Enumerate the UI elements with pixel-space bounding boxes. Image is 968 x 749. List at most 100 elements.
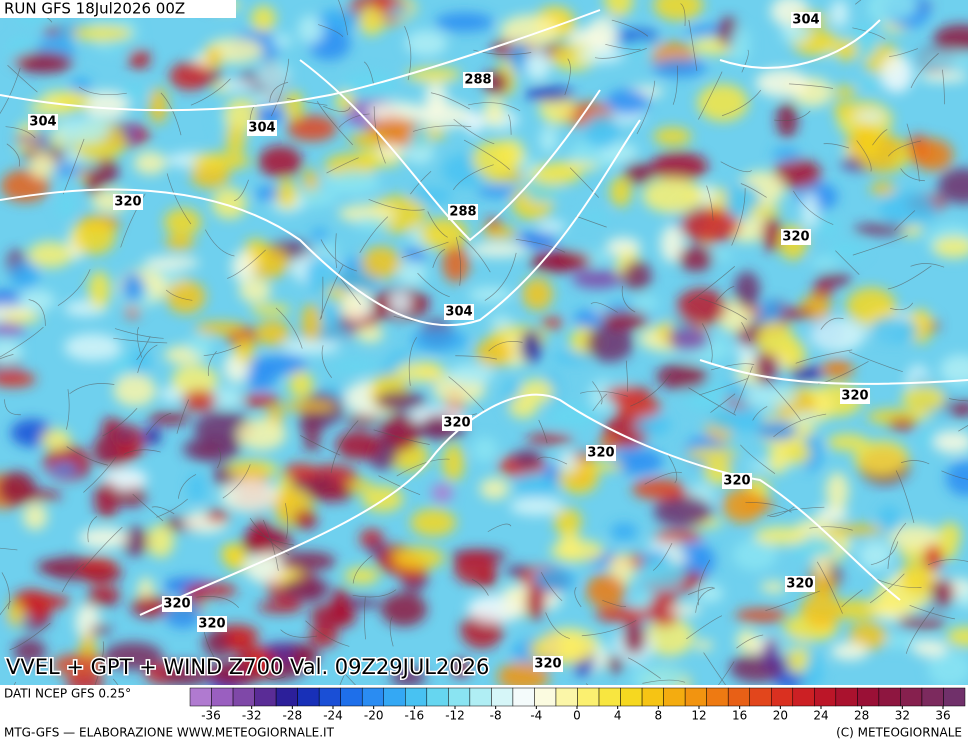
vvel-blob [656, 363, 709, 390]
colorbar-tick-label: 16 [732, 709, 747, 723]
streamline [0, 354, 14, 360]
colorbar-cell [232, 687, 255, 707]
streamline [123, 449, 161, 455]
streamline [581, 620, 637, 637]
colorbar-tick-label: -28 [283, 709, 303, 723]
contour-label: 320 [782, 230, 809, 245]
vvel-blob [732, 538, 778, 571]
streamline [378, 475, 421, 496]
vvel-blob [469, 243, 528, 257]
contour-label-box [28, 114, 58, 130]
vvel-blob [754, 526, 807, 546]
contour-label: 320 [786, 577, 813, 592]
streamline [205, 229, 235, 257]
streamline [766, 506, 825, 517]
streamline [352, 589, 397, 598]
streamline [417, 272, 450, 298]
streamline [249, 517, 290, 556]
vvel-blob [388, 290, 412, 314]
vvel-blob [271, 33, 293, 49]
streamline [774, 110, 811, 121]
vvel-blob [257, 601, 304, 614]
vvel-blob [660, 225, 684, 263]
streamline [452, 164, 494, 191]
colorbar-cell [749, 687, 772, 707]
vvel-blob [481, 226, 518, 240]
vvel-blob [912, 138, 954, 172]
streamline [368, 198, 425, 211]
vvel-blob [121, 526, 150, 556]
contour-label-box [533, 656, 563, 672]
streamline [453, 118, 495, 145]
vvel-blob [209, 387, 243, 409]
colorbar-cell [684, 687, 707, 707]
colorbar-tick-label: 24 [813, 709, 828, 723]
streamline [855, 0, 862, 5]
vvel-blob [693, 640, 714, 651]
contour-label: 288 [449, 205, 476, 220]
vvel-blob [431, 483, 454, 503]
vvel-blob [677, 543, 716, 579]
streamline [320, 239, 357, 272]
vvel-blob [653, 0, 704, 21]
vvel-blob [404, 30, 448, 57]
vvel-blob [938, 522, 962, 550]
streamline [137, 344, 158, 373]
streamline [318, 24, 344, 37]
vvel-blob [927, 650, 968, 685]
vvel-blob [756, 321, 794, 357]
vvel-blob [347, 480, 374, 492]
vvel-blob [648, 592, 681, 627]
streamline [711, 363, 755, 371]
footer-left: MTG-GFS — ELABORAZIONE WWW.METEOGIORNALE… [4, 726, 335, 740]
vvel-blob [279, 551, 336, 572]
streamline [66, 389, 70, 430]
vvel-blob [130, 595, 171, 618]
vvel-blob [341, 289, 372, 322]
streamline [579, 390, 628, 397]
streamline [262, 519, 279, 571]
streamline [823, 143, 850, 149]
vvel-blob [103, 642, 163, 671]
streamline [203, 629, 218, 663]
vvel-blob [410, 327, 468, 353]
colorbar-cell [641, 687, 664, 707]
contour-label-box [247, 120, 277, 136]
vvel-blob [361, 246, 401, 280]
streamline [870, 541, 899, 566]
vvel-blob [164, 235, 195, 251]
vvel-blob [468, 286, 513, 303]
vvel-blob [110, 349, 134, 379]
vvel-blob [260, 354, 308, 375]
vvel-blob [512, 449, 542, 469]
vvel-blob [442, 245, 470, 283]
vvel-blob [574, 310, 603, 328]
streamline [809, 526, 853, 531]
colorbar-cell [577, 687, 600, 707]
vvel-blob [472, 140, 518, 178]
colorbar-tick-label: -12 [445, 709, 465, 723]
vvel-blob [113, 374, 157, 407]
vvel-blob [946, 626, 968, 647]
vvel-blob [525, 433, 574, 445]
vvel-blob [773, 158, 822, 189]
vvel-blob [587, 16, 618, 54]
vvel-blob [292, 644, 319, 668]
vvel-blob [653, 127, 692, 146]
vvel-blob [853, 223, 910, 236]
colorbar-cell [383, 687, 406, 707]
streamline [894, 210, 916, 231]
vvel-blob [194, 445, 222, 458]
streamline [941, 470, 968, 480]
vvel-blob [899, 560, 935, 595]
vvel-blob [830, 642, 869, 661]
vvel-blob [611, 448, 664, 475]
vvel-blob [358, 7, 385, 36]
vvel-blob [281, 338, 340, 355]
streamline [773, 413, 827, 438]
vvel-blob [294, 510, 318, 530]
vvel-blob [348, 132, 387, 148]
contour-line [719, 19, 881, 69]
vvel-blob [16, 594, 71, 610]
vvel-blob [16, 51, 73, 74]
